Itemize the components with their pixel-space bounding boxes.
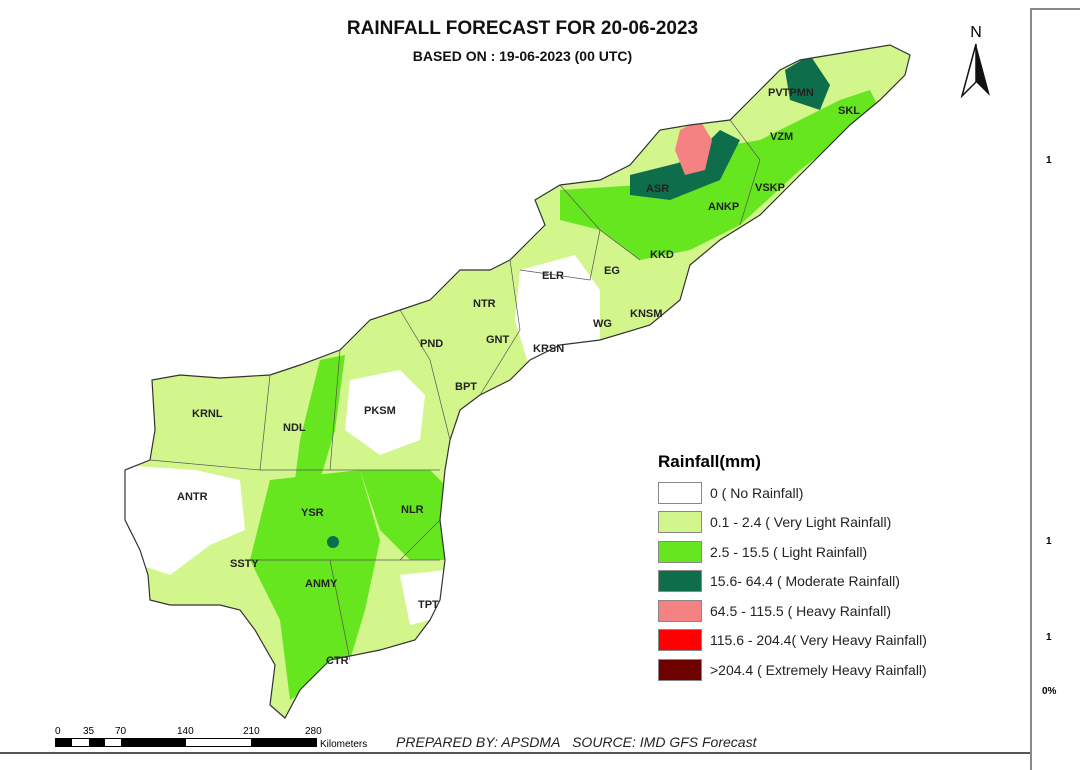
district-label: ASR: [646, 183, 669, 195]
district-label: PVTPMN: [768, 87, 814, 99]
district-label: PND: [420, 338, 443, 350]
district-label: SKL: [838, 105, 860, 117]
legend-item: 15.6- 64.4 ( Moderate Rainfall): [658, 567, 927, 597]
legend-label: 15.6- 64.4 ( Moderate Rainfall): [710, 573, 900, 590]
moderate-rainfall-area: [327, 536, 339, 548]
panel-label: 1: [1046, 155, 1052, 166]
legend-swatch: [658, 481, 702, 504]
light-rainfall-area: [250, 470, 380, 700]
district-label: ANMY: [305, 578, 338, 590]
map-subtitle: BASED ON : 19-06-2023 (00 UTC): [412, 48, 633, 64]
district-label: EG: [604, 265, 620, 277]
legend-item: 64.5 - 115.5 ( Heavy Rainfall): [658, 596, 927, 626]
legend-label: >204.4 ( Extremely Heavy Rainfall): [710, 661, 927, 678]
rainfall-map: PVTPMN SKL VZM ASR VSKP ANKP KKD EG ELR …: [124, 44, 911, 719]
scale-tick: 70: [115, 726, 127, 737]
district-label: KKD: [650, 249, 674, 261]
district-label: TPT: [418, 599, 439, 611]
scale-tick: 140: [177, 726, 194, 737]
panel-label: 1: [1046, 632, 1052, 643]
legend-label: 64.5 - 115.5 ( Heavy Rainfall): [710, 602, 892, 619]
district-label: VSKP: [755, 182, 785, 194]
legend-swatch: [658, 599, 702, 622]
legend-swatch: [658, 511, 702, 534]
district-label: KRSN: [533, 343, 564, 355]
legend-swatch: [658, 658, 702, 681]
district-label: GNT: [486, 334, 510, 346]
adjacent-panel: 1 1 1 0%: [1030, 8, 1080, 770]
district-boundaries: [149, 119, 761, 661]
credits: PREPARED BY: APSDMA SOURCE: IMD GFS Fore…: [396, 734, 756, 750]
legend-label: 115.6 - 204.4( Very Heavy Rainfall): [710, 632, 927, 649]
district-label: PKSM: [364, 405, 396, 417]
no-rainfall-area: [125, 465, 245, 575]
legend-title: Rainfall(mm): [658, 452, 761, 471]
scale-tick: 280: [305, 726, 322, 737]
district-label: KRNL: [192, 408, 223, 420]
district-label: VZM: [770, 131, 793, 143]
scale-tick: 210: [243, 726, 260, 737]
heavy-rainfall-area: [675, 120, 712, 175]
divider: [0, 752, 1030, 754]
scale-tick: 35: [83, 726, 95, 737]
scale-tick: 0: [55, 726, 61, 737]
legend-swatch: [658, 540, 702, 563]
district-label: ELR: [542, 270, 564, 282]
legend-item: >204.4 ( Extremely Heavy Rainfall): [658, 655, 927, 685]
legend-label: 0 ( No Rainfall): [710, 484, 804, 501]
legend-item: 115.6 - 204.4( Very Heavy Rainfall): [658, 626, 927, 656]
district-label: ANKP: [708, 201, 739, 213]
panel-label: 1: [1046, 536, 1052, 547]
north-label: N: [970, 24, 982, 41]
district-label: SSTY: [230, 558, 259, 570]
district-label: KNSM: [630, 308, 662, 320]
legend: Rainfall(mm) 0 ( No Rainfall) 0.1 - 2.4 (…: [658, 452, 927, 685]
legend-label: 2.5 - 15.5 ( Light Rainfall): [710, 543, 868, 560]
prepared-by: PREPARED BY: APSDMA: [396, 734, 561, 750]
moderate-rainfall-area: [785, 55, 830, 110]
legend-swatch: [658, 570, 702, 593]
source: SOURCE: IMD GFS Forecast: [572, 734, 757, 750]
district-label: CTR: [326, 655, 349, 667]
legend-label: 0.1 - 2.4 ( Very Light Rainfall): [710, 514, 892, 531]
no-rainfall-area: [345, 370, 425, 455]
district-label: BPT: [455, 381, 477, 393]
district-label: NDL: [283, 422, 306, 434]
legend-item: 0 ( No Rainfall): [658, 478, 927, 508]
district-label: NLR: [401, 504, 424, 516]
legend-item: 2.5 - 15.5 ( Light Rainfall): [658, 537, 927, 567]
north-arrow-icon: N: [958, 24, 994, 103]
light-rainfall-area: [360, 470, 460, 560]
legend-swatch: [658, 629, 702, 652]
scale-unit: Kilometers: [320, 739, 368, 750]
panel-label: 0%: [1042, 686, 1057, 697]
district-label: WG: [593, 318, 612, 330]
district-label: ANTR: [177, 491, 208, 503]
map-title: RAINFALL FORECAST FOR 20-06-2023: [346, 18, 699, 39]
district-label: YSR: [301, 507, 324, 519]
legend-item: 0.1 - 2.4 ( Very Light Rainfall): [658, 508, 927, 538]
district-label: NTR: [473, 298, 496, 310]
scale-bar: 0 35 70 140 210 280: [55, 726, 355, 747]
